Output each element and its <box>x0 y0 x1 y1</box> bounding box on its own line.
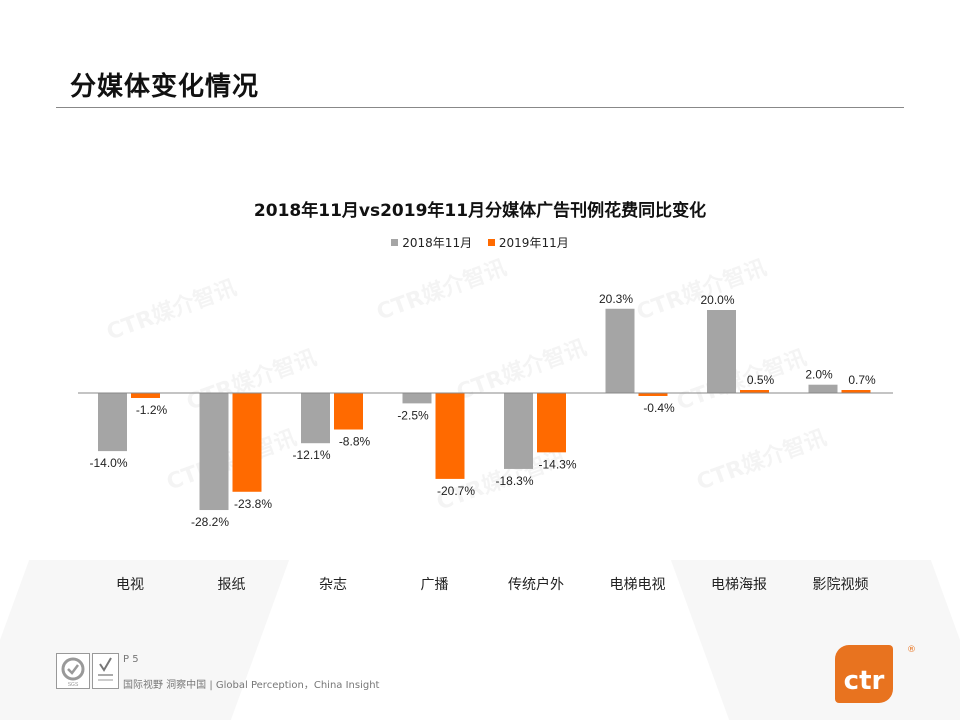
bar-2018 <box>707 310 736 393</box>
chart-legend: 2018年11月 2019年11月 <box>0 234 960 251</box>
legend-label-2018: 2018年11月 <box>402 236 473 250</box>
data-label: -23.8% <box>234 497 272 511</box>
legend-item-2019: 2019年11月 <box>487 234 569 251</box>
ctr-logo: ctr <box>835 645 893 703</box>
legend-swatch-2018 <box>391 239 399 246</box>
data-label: -14.3% <box>538 457 576 471</box>
bar-2018 <box>301 393 330 444</box>
category-label: 电视 <box>116 577 144 593</box>
bar-chart: CTR媒介智讯 CTR媒介智讯 CTR媒介智讯 CTR媒介智讯 CTR媒介智讯 CTR媒介… <box>78 255 893 593</box>
bar-2018 <box>605 308 635 393</box>
data-label: 20.3% <box>599 292 633 306</box>
watermark-text: CTR媒介智讯 <box>103 275 240 346</box>
bar-2018 <box>504 393 533 469</box>
data-label: 20.0% <box>700 293 734 307</box>
bar-2019 <box>841 390 871 393</box>
data-label: -2.5% <box>397 408 429 422</box>
legend-swatch-2019 <box>487 239 495 246</box>
legend-label-2019: 2019年11月 <box>498 236 569 250</box>
data-label: -12.1% <box>292 448 330 462</box>
logo-text: ctr <box>843 666 885 696</box>
bar-2018 <box>402 393 432 404</box>
title-divider <box>56 107 904 108</box>
data-label: 0.7% <box>848 373 876 387</box>
data-label: -0.4% <box>643 401 675 415</box>
bar-2019 <box>131 393 160 398</box>
data-label: 0.5% <box>747 373 775 387</box>
data-label: -14.0% <box>89 456 127 470</box>
bar-2019 <box>334 393 363 430</box>
watermark-text: CTR媒介智讯 <box>373 255 510 326</box>
chart-title: 2018年11月vs2019年11月分媒体广告刊例花费同比变化 <box>253 201 707 221</box>
bar-2018 <box>98 393 127 452</box>
bar-2019 <box>537 393 566 453</box>
category-label: 传统户外 <box>508 576 564 593</box>
svg-text:SGS: SGS <box>68 682 79 688</box>
data-label: -18.3% <box>495 474 533 488</box>
data-label: 2.0% <box>805 368 833 382</box>
data-label: -8.8% <box>339 435 371 449</box>
watermark-text: CTR媒介智讯 <box>633 255 770 326</box>
bar-2018 <box>199 393 229 511</box>
page-title: 分媒体变化情况 <box>70 72 260 102</box>
watermark-text: CTR媒介智讯 <box>693 425 830 496</box>
category-label: 报纸 <box>218 577 246 593</box>
sgs-certification-logo: SGS <box>56 653 90 689</box>
watermark-text: CTR媒介智讯 <box>163 425 300 496</box>
bar-2019 <box>638 393 668 396</box>
category-label: 电梯海报 <box>711 577 767 593</box>
category-label: 杂志 <box>319 577 347 593</box>
ukas-certification-logo <box>92 653 119 689</box>
category-label: 影院视频 <box>813 577 869 593</box>
registered-mark: ® <box>907 645 916 655</box>
legend-item-2018: 2018年11月 <box>391 234 472 251</box>
data-label: -1.2% <box>136 403 168 417</box>
data-label: -28.2% <box>191 515 229 529</box>
bar-2019 <box>740 390 769 393</box>
category-label: 电梯电视 <box>610 577 666 593</box>
category-label: 广播 <box>421 577 449 593</box>
watermark-text: CTR媒介智讯 <box>673 345 810 416</box>
data-label: -20.7% <box>437 484 475 498</box>
footer-tagline: 国际视野 洞察中国 | Global Perception，China Insi… <box>123 680 380 691</box>
bar-2019 <box>435 393 465 479</box>
bar-2019 <box>232 393 262 492</box>
page-number: P 5 <box>123 654 139 665</box>
bar-2018 <box>808 384 838 393</box>
